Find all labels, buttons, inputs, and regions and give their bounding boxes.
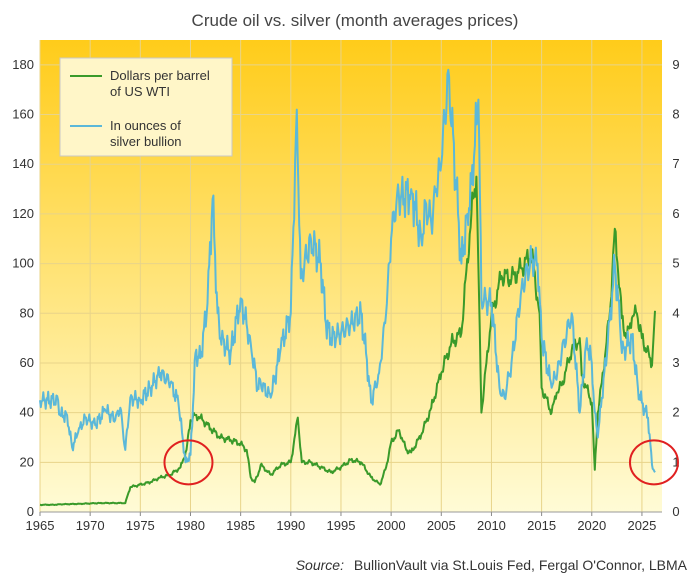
x-axis: 1965 1970 1975 1980 1985 1990 1995 2000 2005 2010…	[26, 511, 662, 533]
x-tick-label: 1995	[327, 518, 356, 533]
y-right-tick-label: 9	[672, 57, 679, 72]
y-right-tick-label: 8	[672, 107, 679, 122]
y-right-tick-label: 6	[672, 206, 679, 221]
y-left-tick-label: 100	[12, 256, 34, 271]
y-left-tick-label: 180	[12, 57, 34, 72]
legend: Dollars per barrel of US WTI In ounces o…	[59, 57, 233, 157]
x-tick-label: 2020	[577, 518, 606, 533]
left-y-axis: 0 20 40 60 80 100 120 140 160 180	[12, 57, 34, 519]
x-tick-label: 2015	[527, 518, 556, 533]
silver-series-line	[39, 68, 656, 473]
x-tick-label: 1965	[26, 518, 55, 533]
y-right-tick-label: 3	[672, 355, 679, 370]
y-right-tick-label: 2	[672, 405, 679, 420]
y-left-tick-label: 0	[27, 504, 34, 519]
y-right-tick-label: 4	[672, 305, 679, 320]
legend-oil-label-1: Dollars per barrel	[110, 68, 210, 83]
legend-silver-label-2: silver bullion	[110, 134, 182, 149]
x-tick-label: 1980	[176, 518, 205, 533]
legend-box	[59, 57, 233, 157]
y-left-tick-label: 80	[20, 305, 34, 320]
highlight-layer	[163, 439, 679, 486]
highlight-circle-1	[163, 439, 214, 486]
y-left-tick-label: 160	[12, 107, 34, 122]
legend-silver-label-1: In ounces of	[110, 118, 181, 133]
y-right-tick-label: 5	[672, 256, 679, 271]
y-right-tick-label: 0	[672, 504, 679, 519]
x-tick-label: 1990	[276, 518, 305, 533]
source-note: Source: BullionVault via St.Louis Fed, F…	[296, 557, 688, 573]
x-tick-label: 1975	[126, 518, 155, 533]
y-left-tick-label: 60	[20, 355, 34, 370]
series-layer	[39, 68, 656, 507]
highlight-circle-2	[628, 439, 679, 486]
y-left-tick-label: 120	[12, 206, 34, 221]
chart-title: Crude oil vs. silver (month averages pri…	[192, 11, 519, 30]
y-right-tick-label: 1	[672, 454, 679, 469]
x-tick-label: 1970	[76, 518, 105, 533]
y-right-tick-label: 7	[672, 156, 679, 171]
x-tick-label: 2025	[627, 518, 656, 533]
source-text: BullionVault via St.Louis Fed, Fergal O'…	[354, 557, 688, 573]
y-left-tick-label: 40	[20, 405, 34, 420]
oil-series-line	[39, 175, 656, 507]
source-label: Source:	[296, 557, 344, 573]
x-tick-label: 2000	[377, 518, 406, 533]
y-left-tick-label: 140	[12, 156, 34, 171]
x-tick-label: 2010	[477, 518, 506, 533]
right-y-axis: 0 1 2 3 4 5 6 7 8 9	[672, 57, 679, 519]
y-left-tick-label: 20	[20, 454, 34, 469]
legend-oil-label-2: of US WTI	[110, 84, 170, 99]
x-tick-label: 2005	[427, 518, 456, 533]
x-tick-label: 1985	[226, 518, 255, 533]
